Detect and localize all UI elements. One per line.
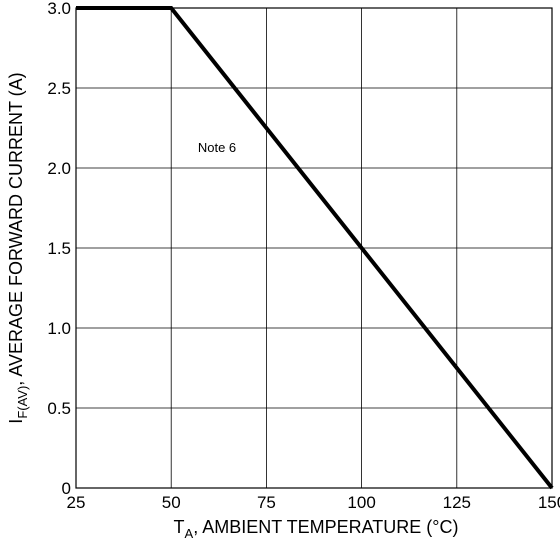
grid [75, 7, 553, 489]
y-axis-title-main: I [6, 419, 26, 424]
y-tick-label: 2.5 [47, 79, 71, 98]
y-axis-title-sub: F(AV) [15, 386, 30, 419]
y-tick-label: 2.0 [47, 159, 71, 178]
x-tick-label: 125 [443, 493, 471, 512]
y-tick-label: 1.0 [47, 319, 71, 338]
y-tick-labels: 0 0.5 1.0 1.5 2.0 2.5 3.0 [47, 0, 71, 498]
x-tick-label: 100 [347, 493, 375, 512]
x-axis-title-rest: , AMBIENT TEMPERATURE (°C) [193, 517, 458, 537]
x-tick-labels: 25 50 75 100 125 150 [67, 493, 560, 512]
y-axis-title: IF(AV), AVERAGE FORWARD CURRENT (A) [6, 72, 30, 423]
x-axis-title-main: T [174, 517, 185, 537]
plot-frame [75, 7, 553, 489]
y-tick-label: 1.5 [47, 239, 71, 258]
x-tick-label: 150 [538, 493, 560, 512]
series-line [76, 6, 554, 490]
series-group [76, 6, 554, 490]
x-axis-title-sub: A [185, 526, 194, 541]
annotations: Note 6 [198, 140, 236, 155]
y-tick-label: 0.5 [47, 399, 71, 418]
x-tick-label: 25 [67, 493, 86, 512]
x-axis-title: TA, AMBIENT TEMPERATURE (°C) [174, 517, 459, 541]
x-tick-label: 50 [162, 493, 181, 512]
x-tick-label: 75 [257, 493, 276, 512]
y-tick-label: 3.0 [47, 0, 71, 18]
annotation-note: Note 6 [198, 140, 236, 155]
y-axis-title-rest: , AVERAGE FORWARD CURRENT (A) [6, 72, 26, 385]
y-tick-label: 0 [62, 479, 71, 498]
